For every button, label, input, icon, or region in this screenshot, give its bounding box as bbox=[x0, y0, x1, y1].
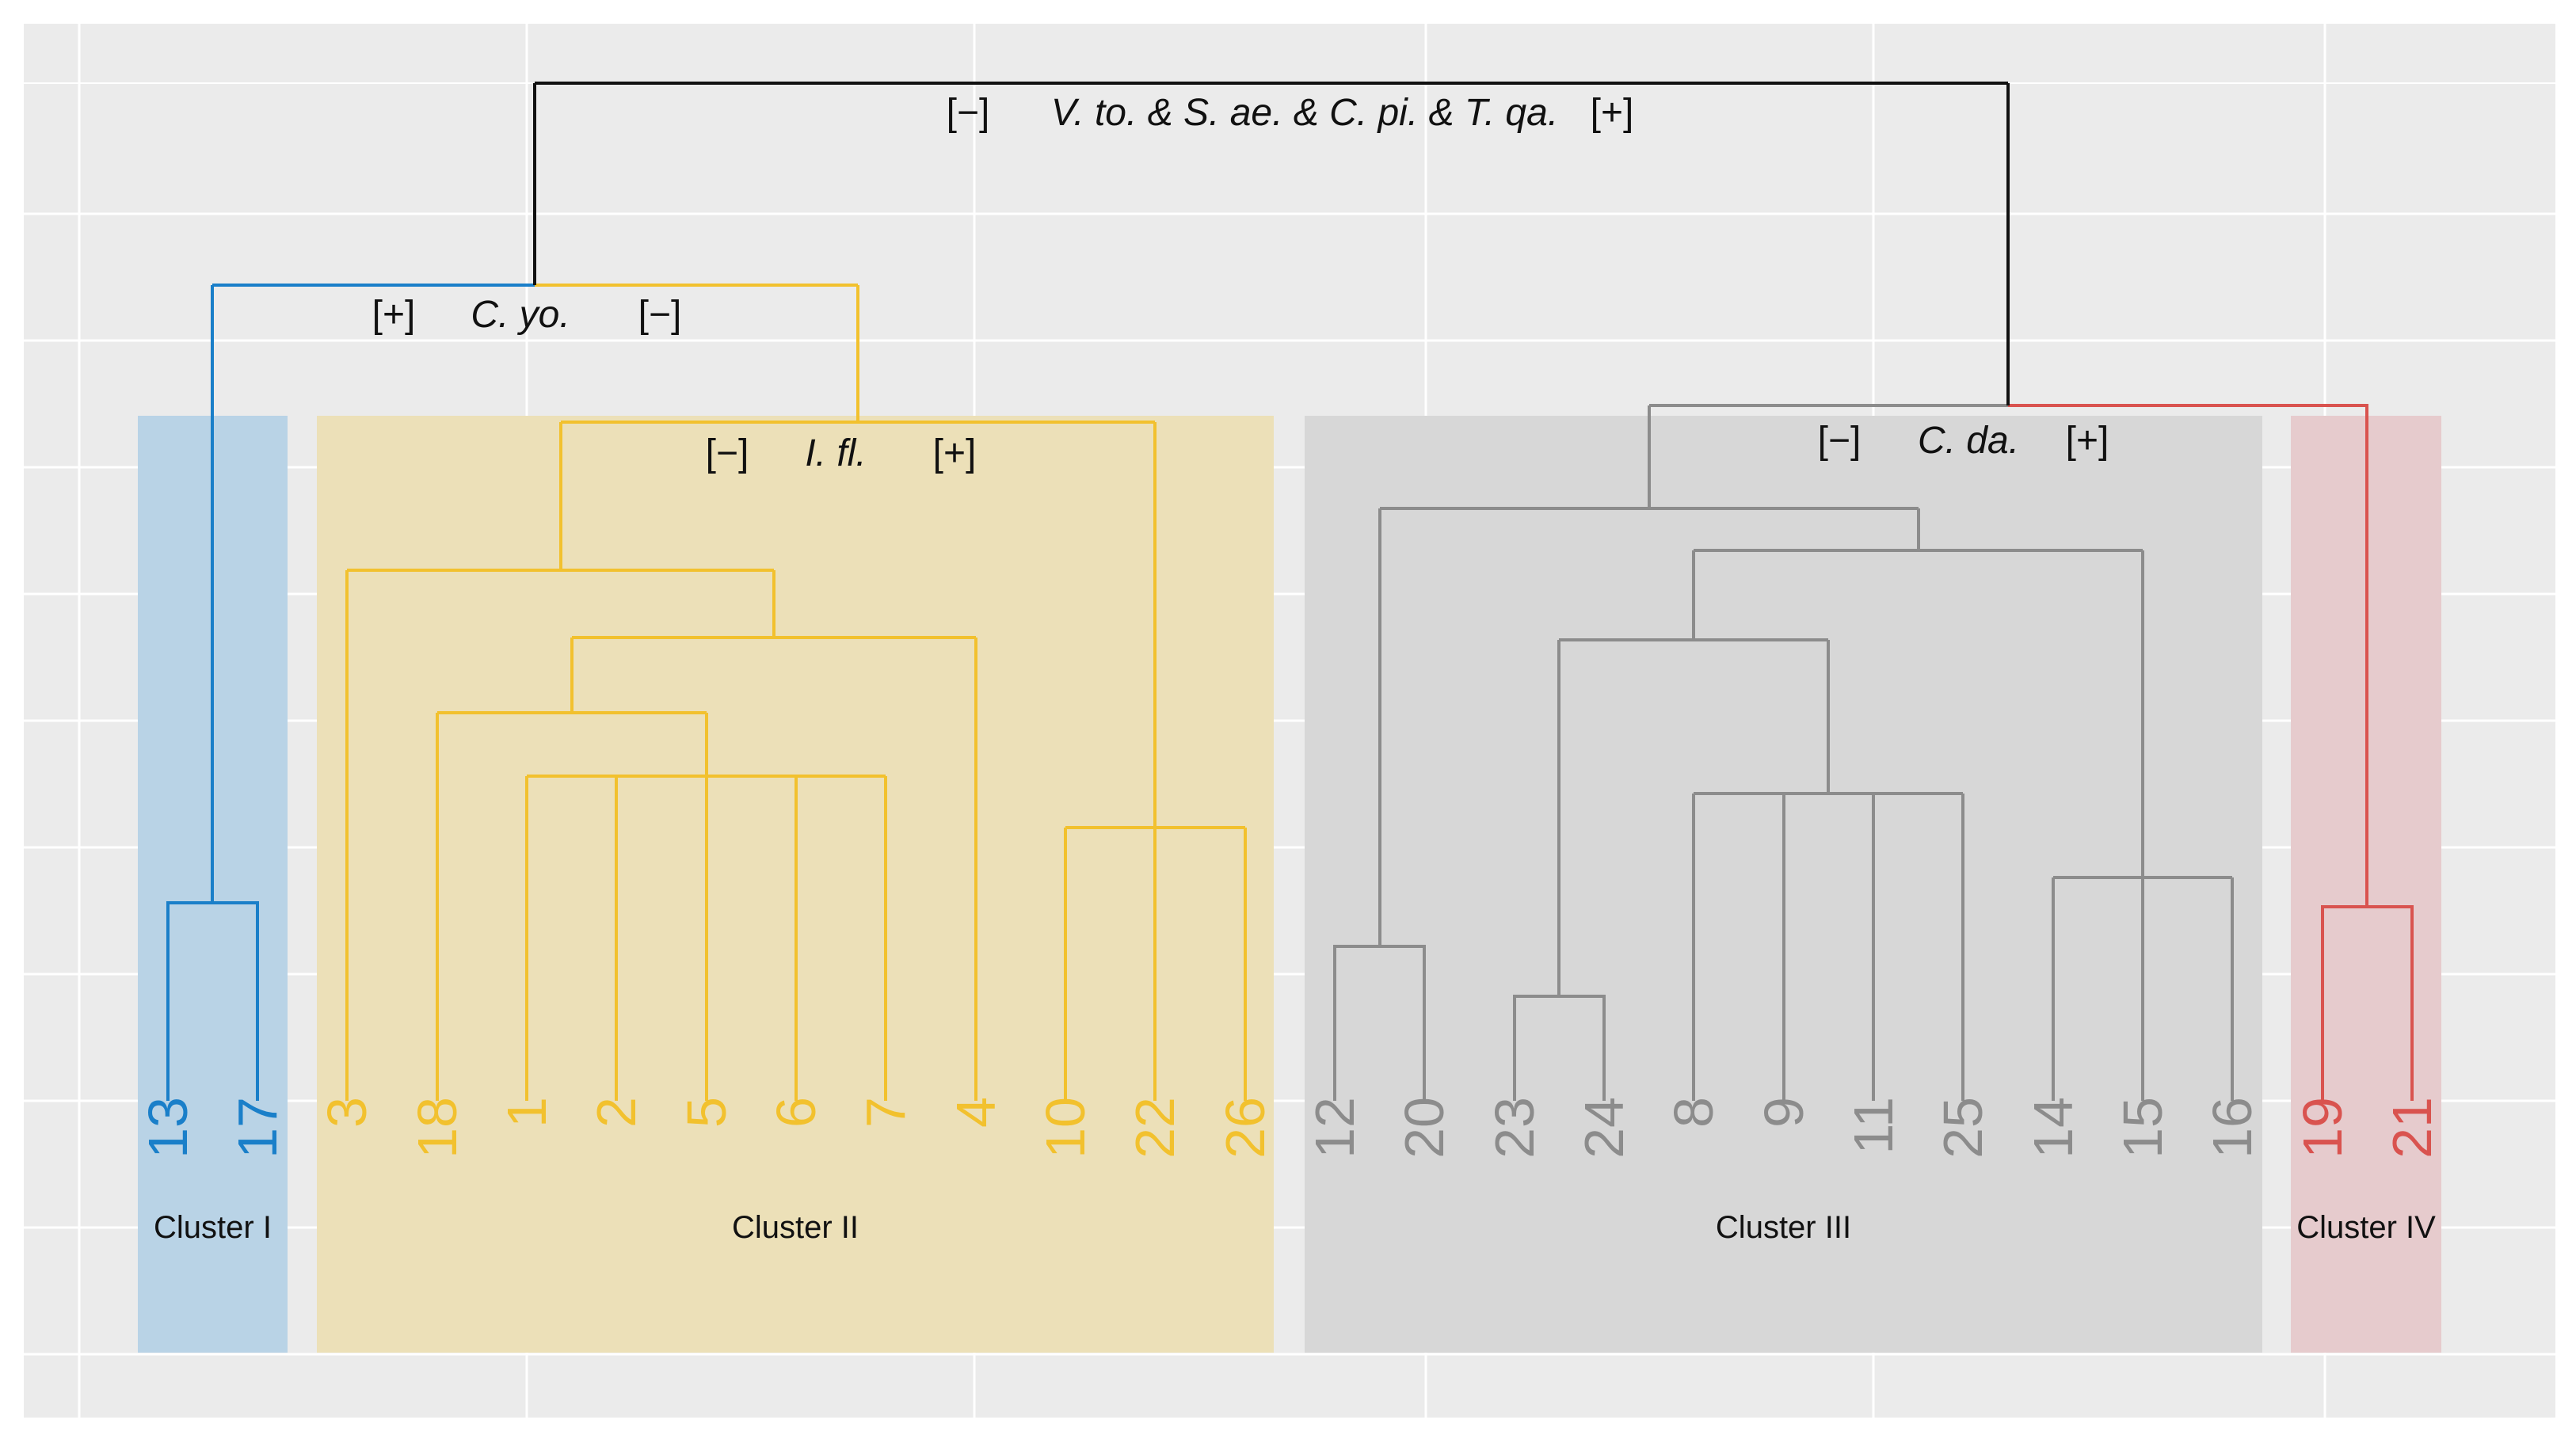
leaf-label: 24 bbox=[1573, 1097, 1635, 1159]
leaf-label: 25 bbox=[1932, 1097, 1994, 1159]
leaf-label: 12 bbox=[1304, 1097, 1366, 1159]
dendrogram-tree bbox=[166, 82, 2414, 1101]
split-annotation-ifl: [−] I. fl. [+] bbox=[706, 432, 977, 474]
split-right-sign: [+] bbox=[933, 432, 977, 474]
leaf-label: 14 bbox=[2022, 1097, 2084, 1159]
split-taxa: I. fl. bbox=[805, 432, 866, 474]
leaf-label: 4 bbox=[945, 1097, 1007, 1128]
cluster-label-I: Cluster I bbox=[154, 1210, 272, 1245]
leaf-label: 1 bbox=[496, 1097, 558, 1128]
leaf-label: 15 bbox=[2112, 1097, 2174, 1159]
split-annotations: [−] V. to. & S. ae. & C. pi. & T. qa. [+][… bbox=[372, 92, 2109, 474]
leaf-label: 3 bbox=[316, 1097, 378, 1128]
leaf-label: 10 bbox=[1035, 1097, 1096, 1159]
leaf-label: 21 bbox=[2381, 1097, 2443, 1159]
split-annotation-cda: [−] C. da. [+] bbox=[1818, 420, 2109, 462]
leaf-labels: 13 17 3 18 1 2 5 6 7 4 10 22 26 12 20 23 24 8 9 11 25 14 15 16 1… bbox=[137, 1097, 2443, 1159]
leaf-label: 26 bbox=[1214, 1097, 1276, 1159]
leaf-label: 22 bbox=[1124, 1097, 1186, 1159]
leaf-label: 18 bbox=[406, 1097, 468, 1159]
split-taxa: C. da. bbox=[1918, 420, 2019, 462]
leaf-label: 9 bbox=[1753, 1097, 1815, 1128]
leaf-label: 6 bbox=[765, 1097, 827, 1128]
cluster-label-IV: Cluster IV bbox=[2296, 1210, 2436, 1245]
split-left-sign: [+] bbox=[372, 294, 416, 336]
leaf-label: 11 bbox=[1842, 1097, 1904, 1155]
split-taxa: V. to. & S. ae. & C. pi. & T. qa. bbox=[1051, 92, 1558, 134]
split-left-sign: [−] bbox=[706, 432, 749, 474]
split-annotation-cyo: [+] C. yo. [−] bbox=[372, 294, 682, 336]
leaf-label: 16 bbox=[2201, 1097, 2263, 1159]
split-left-sign: [−] bbox=[1818, 420, 1862, 462]
cluster-label-II: Cluster II bbox=[732, 1210, 859, 1245]
cluster-label-III: Cluster III bbox=[1716, 1210, 1851, 1245]
split-annotation-root: [−] V. to. & S. ae. & C. pi. & T. qa. [+] bbox=[947, 92, 1634, 134]
leaf-label: 7 bbox=[855, 1097, 916, 1128]
leaf-label: 13 bbox=[137, 1097, 199, 1159]
leaf-label: 17 bbox=[227, 1097, 288, 1159]
split-right-sign: [+] bbox=[2066, 420, 2109, 462]
split-right-sign: [−] bbox=[638, 294, 682, 336]
leaf-label: 20 bbox=[1393, 1097, 1455, 1159]
leaf-label: 19 bbox=[2292, 1097, 2353, 1159]
split-taxa: C. yo. bbox=[471, 294, 570, 336]
leaf-label: 5 bbox=[676, 1097, 737, 1128]
split-right-sign: [+] bbox=[1591, 92, 1634, 134]
leaf-label: 8 bbox=[1663, 1097, 1724, 1128]
cluster-labels: Cluster I Cluster II Cluster III Cluster IV bbox=[154, 1210, 2436, 1245]
leaf-label: 2 bbox=[585, 1097, 647, 1128]
leaf-label: 23 bbox=[1484, 1097, 1545, 1159]
split-left-sign: [−] bbox=[947, 92, 990, 134]
